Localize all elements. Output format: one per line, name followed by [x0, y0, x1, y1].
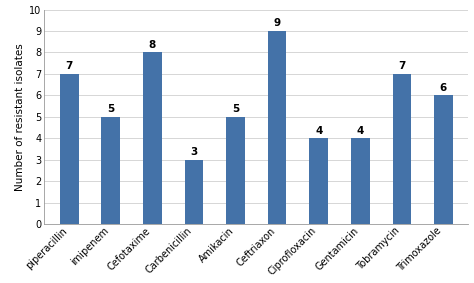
- Text: 3: 3: [191, 147, 198, 157]
- Y-axis label: Number of resistant isolates: Number of resistant isolates: [15, 43, 25, 191]
- Bar: [60, 74, 79, 224]
- Text: 5: 5: [107, 104, 114, 114]
- Bar: [310, 138, 328, 224]
- Bar: [101, 117, 120, 224]
- Text: 4: 4: [315, 126, 322, 136]
- Bar: [184, 160, 203, 224]
- Bar: [392, 74, 411, 224]
- Text: 4: 4: [356, 126, 364, 136]
- Text: 5: 5: [232, 104, 239, 114]
- Bar: [268, 31, 286, 224]
- Bar: [143, 52, 162, 224]
- Bar: [351, 138, 370, 224]
- Text: 8: 8: [149, 40, 156, 50]
- Text: 7: 7: [65, 61, 73, 71]
- Bar: [226, 117, 245, 224]
- Text: 7: 7: [398, 61, 406, 71]
- Bar: [434, 95, 453, 224]
- Text: 9: 9: [273, 18, 281, 29]
- Text: 6: 6: [440, 83, 447, 93]
